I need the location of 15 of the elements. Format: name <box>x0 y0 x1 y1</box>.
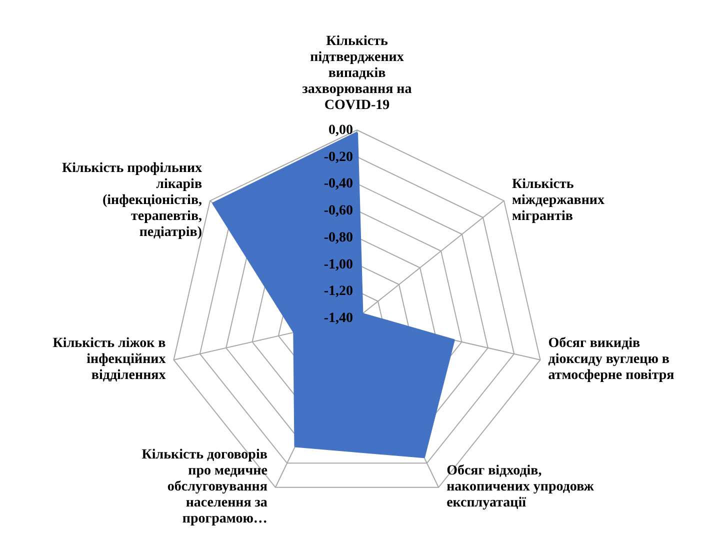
y-tick-label: -1,40 <box>324 311 353 326</box>
spoke-label: Обсяг відходів, накопичених упродовж експлуатації <box>446 463 595 510</box>
y-tick-label: -0,20 <box>324 150 353 165</box>
y-tick-label: -0,80 <box>324 230 353 246</box>
y-tick-label: -1,00 <box>324 257 353 272</box>
spoke-label: Кількість підтверджених випадків захворювання на COVID-19 <box>302 34 412 113</box>
y-tick-label: -1,20 <box>324 284 353 300</box>
y-tick-label: 0,00 <box>328 123 353 138</box>
y-tick-label: -0,60 <box>324 204 353 219</box>
spoke-label: Кількість договорів про медичне обслуговування населення за програмою… <box>142 447 268 526</box>
y-tick-label: -0,40 <box>324 176 353 192</box>
spoke-label: Кількість профільних лікарів (інфекціоністів, терапевтів, педіатрів) <box>62 160 202 240</box>
spoke-label: Кількість ліжок в інфекційних відділеннях <box>52 336 166 383</box>
spoke-label: Кількість міждержавних мігрантів <box>512 176 604 224</box>
spoke-label: Обсяг викидів діоксиду вуглецю в атмосферне повітря <box>548 336 675 383</box>
